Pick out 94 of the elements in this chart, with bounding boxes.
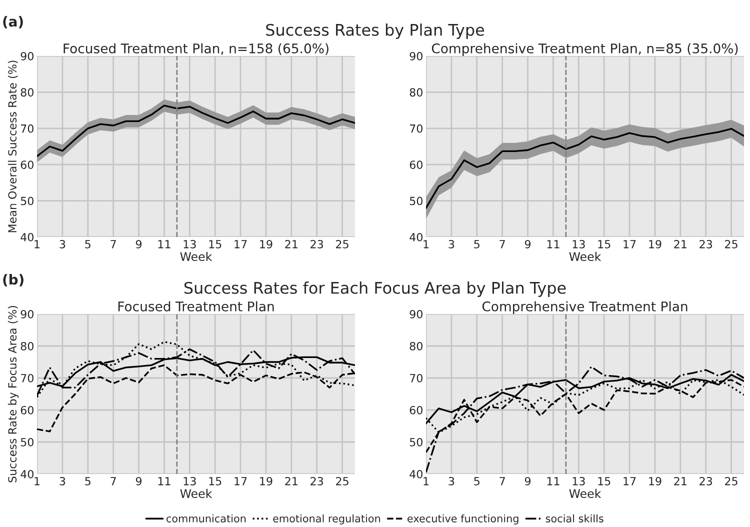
x-tick-label: 25 xyxy=(336,240,348,248)
x-tick-label: 9 xyxy=(524,240,531,248)
x-tick-label: 9 xyxy=(524,476,531,486)
x-tick-label: 25 xyxy=(336,476,348,486)
text: (a) xyxy=(3,16,23,28)
y-tick-label: 90 xyxy=(20,310,34,318)
x-tick-label: 5 xyxy=(85,240,90,248)
x-tick-label: 23 xyxy=(700,476,712,486)
x-tick-label: 13 xyxy=(572,476,585,486)
x-tick-label: 19 xyxy=(649,476,662,486)
x-tick-label: 9 xyxy=(136,240,142,248)
legend-label: social skills xyxy=(546,514,604,522)
y-tick-label: 70 xyxy=(20,374,34,382)
x-tick-label: 9 xyxy=(136,476,142,486)
text: Success Rates by Plan Type xyxy=(266,24,484,39)
y-axis-title: Success Rate by Focus Area (%) xyxy=(8,306,19,482)
x-tick-label: 7 xyxy=(500,240,505,248)
x-tick-label: 21 xyxy=(285,240,298,248)
x-axis-title: Week xyxy=(569,252,602,262)
text: (b) xyxy=(3,274,24,286)
x-tick-label: 17 xyxy=(624,477,636,486)
y-tick-label: 90 xyxy=(20,52,34,60)
x-tick-label: 23 xyxy=(310,476,324,486)
x-tick-label: 11 xyxy=(158,477,170,486)
x-tick-label: 23 xyxy=(310,240,324,248)
chart-title: Focused Treatment Plan xyxy=(118,301,274,312)
x-tick-label: 15 xyxy=(209,477,222,486)
x-tick-label: 17 xyxy=(624,240,636,248)
y-tick-label: 40 xyxy=(20,232,34,242)
y-axis-title: Mean Overall Success Rate (%) xyxy=(8,60,18,232)
x-tick-label: 13 xyxy=(184,240,196,248)
x-tick-label: 7 xyxy=(110,240,116,248)
y-tick-label: 50 xyxy=(410,196,422,206)
y-tick-label: 50 xyxy=(20,438,34,446)
y-tick-label: 60 xyxy=(410,406,422,414)
legend-label: executive functioning xyxy=(408,514,518,524)
x-tick-label: 5 xyxy=(85,477,90,486)
y-tick-label: 70 xyxy=(410,124,422,133)
x-tick-label: 19 xyxy=(260,240,272,248)
x-tick-label: 3 xyxy=(448,240,454,248)
x-axis-title: Week xyxy=(180,488,212,498)
x-axis-title: Week xyxy=(569,488,602,498)
x-tick-label: 3 xyxy=(448,476,454,486)
y-tick-label: 80 xyxy=(20,342,34,350)
x-tick-label: 15 xyxy=(209,240,222,248)
x-tick-label: 23 xyxy=(700,240,712,248)
x-tick-label: 1 xyxy=(34,240,40,248)
y-tick-label: 90 xyxy=(410,310,422,318)
y-tick-label: 70 xyxy=(410,374,422,382)
y-tick-label: 40 xyxy=(410,232,422,242)
x-tick-label: 19 xyxy=(649,240,662,248)
x-tick-label: 21 xyxy=(674,476,686,486)
text: Success Rates for Each Focus Area by Plan Type xyxy=(184,282,566,297)
x-tick-label: 25 xyxy=(725,476,738,486)
y-tick-label: 50 xyxy=(410,438,422,446)
x-tick-label: 7 xyxy=(110,477,116,486)
chart-title: Comprehensive Treatment Plan xyxy=(482,301,688,314)
x-tick-label: 5 xyxy=(474,240,480,248)
x-tick-label: 13 xyxy=(572,240,585,248)
x-tick-label: 17 xyxy=(234,477,247,486)
x-tick-label: 11 xyxy=(547,240,560,248)
y-tick-label: 40 xyxy=(20,470,34,478)
x-tick-label: 11 xyxy=(547,477,560,486)
y-tick-label: 70 xyxy=(20,124,34,133)
x-tick-label: 3 xyxy=(60,240,66,248)
x-tick-label: 13 xyxy=(184,476,196,486)
x-tick-label: 19 xyxy=(260,476,272,486)
y-tick-label: 60 xyxy=(410,160,422,169)
x-tick-label: 1 xyxy=(34,477,40,486)
y-tick-label: 60 xyxy=(20,160,34,169)
x-tick-label: 15 xyxy=(598,240,610,248)
x-axis-title: Week xyxy=(180,252,212,262)
legend-label: communication xyxy=(166,514,246,522)
legend-label: emotional regulation xyxy=(273,514,380,524)
y-tick-label: 80 xyxy=(20,88,34,97)
x-tick-label: 11 xyxy=(158,240,170,248)
x-tick-label: 15 xyxy=(598,477,610,486)
y-tick-label: 80 xyxy=(410,88,422,97)
x-tick-label: 25 xyxy=(725,240,738,248)
chart-title: Comprehensive Treatment Plan, n=85 (35.0%) xyxy=(432,43,738,56)
x-tick-label: 17 xyxy=(234,240,247,248)
x-tick-label: 21 xyxy=(285,476,298,486)
y-tick-label: 50 xyxy=(20,196,34,206)
x-tick-label: 1 xyxy=(424,240,429,248)
x-tick-label: 5 xyxy=(474,477,480,486)
y-tick-label: 40 xyxy=(410,470,422,478)
chart-title: Focused Treatment Plan, n=158 (65.0%) xyxy=(64,43,328,55)
x-tick-label: 7 xyxy=(500,477,505,486)
y-tick-label: 80 xyxy=(410,342,422,350)
x-tick-label: 1 xyxy=(424,477,429,486)
x-tick-label: 3 xyxy=(60,476,66,486)
y-tick-label: 60 xyxy=(20,406,34,414)
y-tick-label: 90 xyxy=(410,52,422,60)
x-tick-label: 21 xyxy=(674,240,686,248)
